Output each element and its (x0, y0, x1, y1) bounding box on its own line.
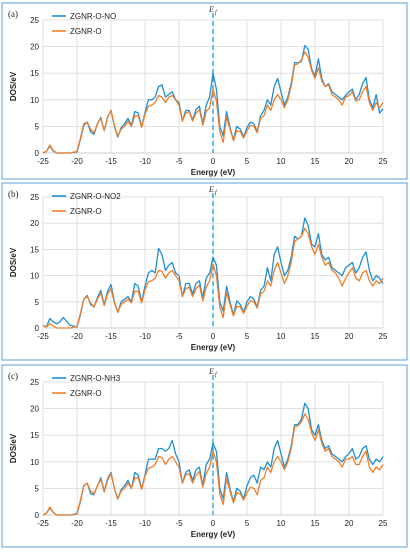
x-tick-label: 25 (379, 332, 388, 341)
fermi-label-sub: f (215, 9, 218, 16)
legend-label-2: ZGNR-O (70, 27, 102, 36)
panel-label: (c) (8, 371, 18, 381)
panel-label: (a) (8, 9, 18, 19)
y-tick-label: 5 (35, 298, 40, 307)
x-tick-label: 5 (245, 157, 250, 166)
x-tick-label: 20 (345, 332, 354, 341)
x-tick-label: 0 (211, 332, 216, 341)
y-tick-label: 25 (30, 16, 39, 25)
y-axis-label: DOS/eV (9, 247, 18, 277)
legend: ZGNR-O-NH3 ZGNR-O (52, 374, 121, 398)
x-tick-label: 0 (211, 157, 216, 166)
x-tick-label: -15 (105, 157, 117, 166)
x-tick-label: -10 (139, 332, 151, 341)
x-tick-label: -5 (175, 157, 183, 166)
panel-3: 0 5 10 15 20 25 -25 -20 -15 -10 -5 0 5 10 15 20 25 Energy… (1, 364, 408, 548)
panel-frame (1, 2, 408, 180)
x-tick-label: 10 (277, 519, 286, 528)
legend-label-1: ZGNR-O-NO (70, 12, 116, 21)
fermi-label-main: E (208, 367, 214, 376)
x-axis-label: Energy (eV) (191, 343, 236, 352)
y-tick-label: 0 (35, 324, 40, 333)
x-tick-label: -20 (71, 157, 83, 166)
y-tick-label: 20 (30, 43, 39, 52)
x-tick-label: 0 (211, 519, 216, 528)
y-tick-label: 5 (35, 484, 40, 493)
y-tick-label: 15 (30, 245, 39, 254)
y-axis-label: DOS/eV (9, 433, 18, 463)
x-tick-label: 10 (277, 332, 286, 341)
series-line-2 (42, 51, 384, 154)
legend-label-2: ZGNR-O (70, 207, 102, 216)
legend-label-1: ZGNR-O-NH3 (70, 374, 121, 383)
fermi-label-sub: f (215, 371, 218, 378)
x-tick-label: 25 (379, 157, 388, 166)
legend: ZGNR-O-NO2 ZGNR-O (52, 192, 121, 216)
x-tick-label: -10 (139, 157, 151, 166)
y-tick-label: 10 (30, 96, 39, 105)
x-tick-label: -25 (37, 519, 49, 528)
x-tick-label: 15 (311, 332, 320, 341)
legend: ZGNR-O-NO ZGNR-O (52, 12, 116, 36)
x-tick-label: -15 (105, 332, 117, 341)
panel-frame (1, 364, 408, 548)
x-tick-label: 15 (311, 519, 320, 528)
x-tick-label: -20 (71, 519, 83, 528)
x-tick-label: -20 (71, 332, 83, 341)
x-axis-label: Energy (eV) (191, 530, 236, 539)
y-tick-label: 10 (30, 458, 39, 467)
y-tick-label: 5 (35, 122, 40, 131)
y-tick-label: 0 (35, 149, 40, 158)
x-tick-label: -5 (175, 519, 183, 528)
panel-frame (1, 182, 408, 361)
x-tick-label: 10 (277, 157, 286, 166)
y-tick-label: 25 (30, 378, 39, 387)
x-tick-label: -25 (37, 332, 49, 341)
panel-label: (b) (8, 189, 19, 199)
y-tick-label: 20 (30, 219, 39, 228)
panel-1: 0 5 10 15 20 25 -25 -20 -15 -10 -5 0 5 10 15 20 25 Energy… (1, 2, 408, 180)
x-tick-label: 20 (345, 519, 354, 528)
x-tick-label: -15 (105, 519, 117, 528)
legend-label-1: ZGNR-O-NO2 (70, 192, 121, 201)
x-axis-label: Energy (eV) (191, 168, 236, 177)
x-tick-label: 5 (245, 519, 250, 528)
fermi-label-sub: f (215, 189, 218, 196)
x-tick-label: -5 (175, 332, 183, 341)
x-tick-label: 5 (245, 332, 250, 341)
series-line-2 (42, 413, 384, 516)
y-axis-label: DOS/eV (9, 71, 18, 101)
x-tick-label: -25 (37, 157, 49, 166)
y-tick-label: 20 (30, 405, 39, 414)
y-tick-label: 25 (30, 193, 39, 202)
x-tick-label: 20 (345, 157, 354, 166)
legend-label-2: ZGNR-O (70, 389, 102, 398)
panel-2: 0 5 10 15 20 25 -25 -20 -15 -10 -5 0 5 10 15 20 25 Energy… (1, 182, 408, 361)
series-line-2 (42, 227, 384, 329)
fermi-label-main: E (208, 5, 214, 14)
fermi-label-main: E (208, 185, 214, 194)
y-tick-label: 0 (35, 511, 40, 520)
y-tick-label: 15 (30, 69, 39, 78)
y-tick-label: 15 (30, 431, 39, 440)
x-tick-label: 15 (311, 157, 320, 166)
y-tick-label: 10 (30, 272, 39, 281)
x-tick-label: -10 (139, 519, 151, 528)
x-tick-label: 25 (379, 519, 388, 528)
